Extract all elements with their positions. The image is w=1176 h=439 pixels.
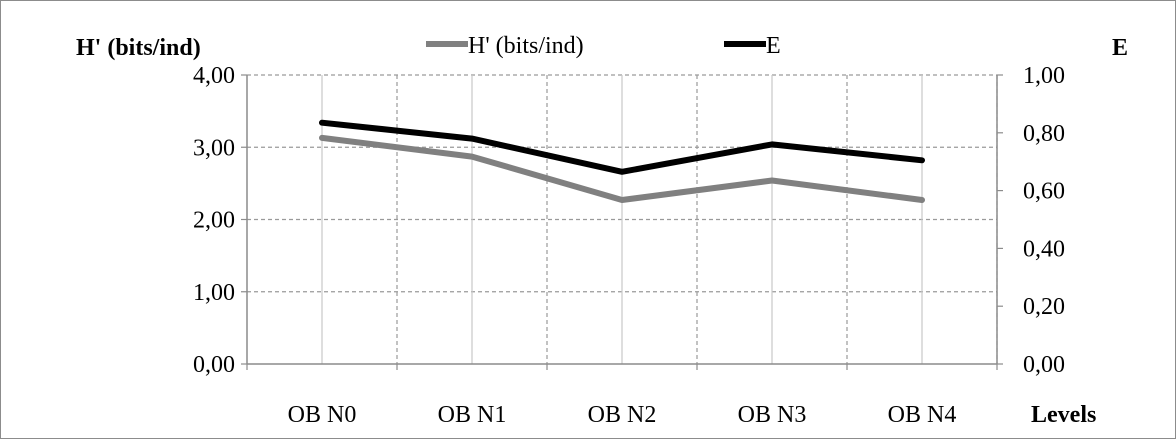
left-tick-label: 2,00 bbox=[193, 208, 235, 234]
x-tick-label: OB N2 bbox=[588, 402, 657, 428]
right-tick-label: 0,80 bbox=[1023, 121, 1065, 147]
series-lines bbox=[319, 119, 925, 203]
tick-labels: 0,00 1,00 2,00 3,00 4,00 0,00 0,20 0,40 0,60 0,80… bbox=[193, 63, 1065, 428]
right-axis-title: E bbox=[1112, 35, 1128, 61]
x-tick-label: OB N0 bbox=[288, 402, 357, 428]
left-tick-label: 0,00 bbox=[193, 352, 235, 378]
legend-label-h: H' (bits/ind) bbox=[468, 33, 584, 59]
axes bbox=[241, 74, 1003, 370]
left-tick-label: 1,00 bbox=[193, 280, 235, 306]
left-axis-title: H' (bits/ind) bbox=[76, 35, 201, 61]
left-tick-label: 3,00 bbox=[193, 135, 235, 161]
right-tick-label: 1,00 bbox=[1023, 63, 1065, 89]
x-tick-label: OB N4 bbox=[888, 402, 957, 428]
x-tick-label: OB N3 bbox=[738, 402, 807, 428]
x-axis-title: Levels bbox=[1031, 402, 1096, 428]
right-tick-label: 0,40 bbox=[1023, 236, 1065, 262]
grid bbox=[247, 74, 998, 364]
legend-label-e: E bbox=[766, 33, 781, 59]
right-tick-label: 0,00 bbox=[1023, 352, 1065, 378]
right-tick-label: 0,20 bbox=[1023, 294, 1065, 320]
right-tick-label: 0,60 bbox=[1023, 179, 1065, 205]
x-tick-label: OB N1 bbox=[438, 402, 507, 428]
left-tick-label: 4,00 bbox=[193, 63, 235, 89]
legend: H' (bits/ind) E bbox=[426, 33, 781, 59]
